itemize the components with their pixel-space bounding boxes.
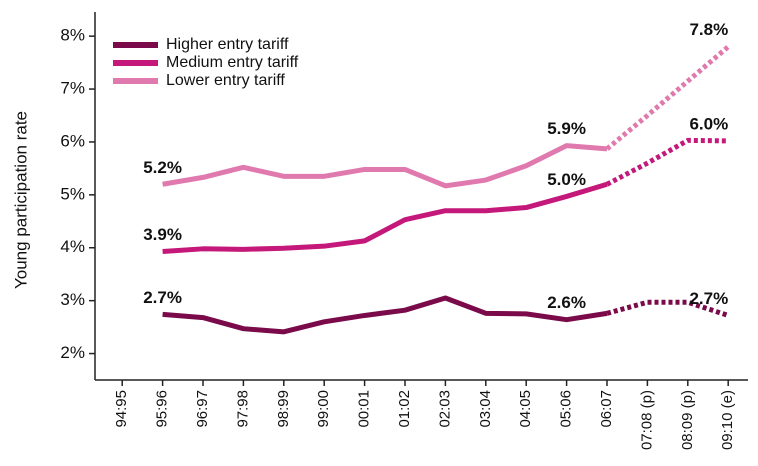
- value-label: 3.9%: [143, 225, 182, 244]
- line-projected: [605, 44, 730, 151]
- value-label: 2.6%: [547, 293, 586, 312]
- value-label: 7.8%: [689, 20, 728, 39]
- y-tick-label: 2%: [60, 343, 85, 362]
- x-tick-label: 00:01: [356, 390, 373, 428]
- x-tick-label: 96:97: [194, 390, 211, 428]
- x-tick-label: 05:06: [558, 390, 575, 428]
- line: [162, 181, 608, 254]
- y-tick-label: 7%: [60, 79, 85, 98]
- value-label: 5.9%: [547, 119, 586, 138]
- y-tick-label: 4%: [60, 237, 85, 256]
- x-tick-label: 01:02: [396, 390, 413, 428]
- y-tick-label: 8%: [60, 26, 85, 45]
- x-tick-label: 94:95: [113, 390, 130, 428]
- x-tick-label: 07:08 (p): [638, 390, 655, 450]
- value-label: 2.7%: [143, 288, 182, 307]
- value-label: 6.0%: [689, 114, 728, 133]
- legend-label: Medium entry tariff: [166, 54, 299, 71]
- x-tick-label: 08:09 (p): [679, 390, 696, 450]
- line: [162, 295, 608, 335]
- x-tick-label: 02:03: [436, 390, 453, 428]
- x-tick-label: 03:04: [477, 390, 494, 428]
- x-tick-label: 97:98: [234, 390, 251, 428]
- x-tick-label: 09:10 (e): [719, 390, 736, 450]
- x-tick-label: 99:00: [315, 390, 332, 428]
- value-label: 5.0%: [547, 170, 586, 189]
- x-tick-label: 06:07: [598, 390, 615, 428]
- y-axis-title: Young participation rate: [11, 111, 30, 289]
- legend-label: Higher entry tariff: [166, 36, 289, 53]
- legend-label: Lower entry tariff: [166, 72, 285, 89]
- y-tick-label: 3%: [60, 290, 85, 309]
- x-tick-label: 95:96: [154, 390, 171, 428]
- value-label: 5.2%: [143, 158, 182, 177]
- x-tick-label: 04:05: [517, 390, 534, 428]
- value-label: 2.7%: [689, 289, 728, 308]
- y-tick-label: 6%: [60, 131, 85, 150]
- x-tick-label: 98:99: [275, 390, 292, 428]
- line-projected: [605, 137, 729, 187]
- line: [162, 143, 608, 189]
- y-tick-label: 5%: [60, 184, 85, 203]
